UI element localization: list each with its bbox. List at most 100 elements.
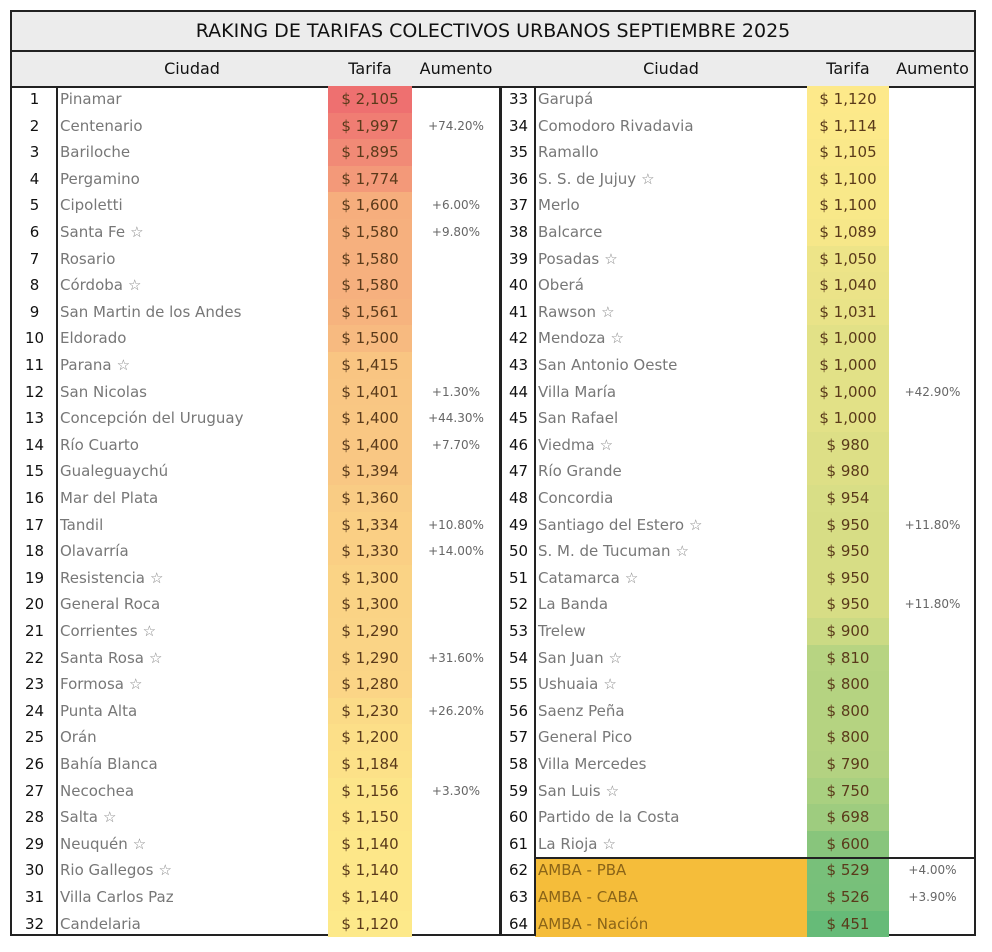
- tarifa-cell: $ 1,105: [807, 139, 889, 166]
- city-name: Orán: [60, 728, 97, 747]
- tarifa-cell: $ 1,000: [807, 378, 889, 406]
- city-name: Oberá: [538, 276, 584, 295]
- aumento-cell: +31.60%: [428, 650, 484, 665]
- city-cell: Rawson ☆: [535, 299, 807, 326]
- city-name: AMBA - PBA: [538, 861, 627, 880]
- aumento-cell: [412, 325, 500, 352]
- city-name: Mar del Plata: [60, 489, 159, 507]
- star-icon: ☆: [599, 435, 614, 454]
- rank-cell: 37: [508, 196, 529, 215]
- table-row: 27 Necochea $ 1,156 +3.30%: [12, 777, 500, 805]
- table-row: 12 San Nicolas $ 1,401 +1.30%: [12, 378, 500, 406]
- table-row: 20 General Roca $ 1,300: [12, 591, 500, 618]
- city-cell: General Roca: [57, 591, 328, 618]
- table-row: 55 Ushuaia ☆ $ 800: [502, 671, 976, 698]
- aumento-cell: +7.70%: [431, 437, 481, 452]
- city-cell: AMBA - PBA: [535, 857, 807, 884]
- rank-cell: 63: [508, 888, 529, 906]
- city-name: Ushuaia: [538, 675, 599, 694]
- table-row: 25 Orán $ 1,200: [12, 724, 500, 751]
- city-name: Centenario: [60, 116, 143, 135]
- header-aumento-right: Aumento: [896, 59, 969, 78]
- tarifa-cell: $ 1,089: [807, 219, 889, 246]
- rank-cell: 16: [24, 489, 45, 507]
- rank-cell: 55: [508, 675, 529, 694]
- city-name: Catamarca: [538, 568, 620, 587]
- table-left-half: 1 Pinamar $ 2,105 2 Centenario $ 1,997 +74.20%…: [12, 86, 501, 938]
- city-name: Resistencia: [60, 568, 145, 587]
- tarifa-cell: $ 1,000: [807, 405, 889, 432]
- city-name: Bahía Blanca: [60, 755, 158, 773]
- table-row: 39 Posadas ☆ $ 1,050: [502, 245, 976, 273]
- table-row: 24 Punta Alta $ 1,230 +26.20%: [12, 697, 500, 725]
- aumento-cell: [889, 831, 976, 858]
- rank-cell: 45: [508, 409, 529, 428]
- city-name: San Rafael: [538, 409, 619, 428]
- city-cell: Olavarría: [57, 538, 328, 565]
- aumento-cell: [889, 192, 976, 219]
- rank-cell: 13: [24, 409, 45, 428]
- city-name: Saenz Peña: [538, 701, 625, 720]
- table-row: 48 Concordia $ 954: [502, 485, 976, 512]
- rank-cell: 57: [508, 728, 529, 747]
- tarifa-cell: $ 526: [807, 884, 889, 911]
- tarifa-cell: $ 950: [807, 564, 889, 592]
- table-row: 49 Santiago del Estero ☆ $ 950 +11.80%: [502, 511, 976, 539]
- table-row: 47 Río Grande $ 980: [502, 458, 976, 485]
- tarifa-cell: $ 800: [807, 697, 889, 725]
- tarifa-cell: $ 800: [807, 671, 889, 698]
- table-row: 21 Corrientes ☆ $ 1,290: [12, 618, 500, 645]
- tarifa-cell: $ 1,400: [328, 405, 412, 432]
- city-name: Eldorado: [60, 329, 127, 348]
- table-row: 59 San Luis ☆ $ 750: [502, 777, 976, 805]
- city-name: Córdoba: [60, 276, 123, 295]
- table-row: 3 Bariloche $ 1,895: [12, 139, 500, 166]
- aumento-cell: [889, 246, 976, 273]
- aumento-cell: [889, 299, 976, 326]
- city-cell: Santa Rosa ☆: [57, 645, 328, 672]
- city-cell: San Luis ☆: [535, 778, 807, 805]
- tarifa-cell: $ 1,150: [328, 804, 412, 831]
- city-name: Comodoro Rivadavia: [538, 116, 694, 135]
- table-row: 62 AMBA - PBA $ 529 +4.00%: [502, 857, 976, 884]
- city-name: AMBA - Nación: [538, 914, 649, 933]
- aumento-cell: [889, 458, 976, 485]
- table-title: RAKING DE TARIFAS COLECTIVOS URBANOS SEP…: [12, 12, 974, 52]
- tarifa-cell: $ 1,100: [807, 165, 889, 193]
- city-cell: Partido de la Costa: [535, 804, 807, 831]
- star-icon: ☆: [130, 223, 144, 241]
- tarifa-cell: $ 1,774: [328, 165, 412, 193]
- city-name: Villa María: [538, 382, 617, 401]
- tarifa-cell: $ 1,334: [328, 511, 412, 539]
- tarifa-cell: $ 1,600: [328, 192, 412, 219]
- aumento-cell: [889, 432, 976, 459]
- tarifa-cell: $ 1,360: [328, 485, 412, 512]
- city-name: Posadas: [538, 249, 600, 268]
- aumento-cell: [412, 618, 500, 645]
- rank-cell: 61: [508, 834, 529, 853]
- star-icon: ☆: [116, 356, 131, 374]
- aumento-cell: [412, 751, 500, 778]
- aumento-cell: +10.80%: [428, 517, 484, 532]
- tarifa-cell: $ 529: [807, 857, 889, 884]
- aumento-cell: [412, 911, 500, 938]
- table-row: 17 Tandil $ 1,334 +10.80%: [12, 511, 500, 539]
- city-cell: Mendoza ☆: [535, 325, 807, 352]
- city-cell: Oberá: [535, 272, 807, 299]
- city-cell: Tandil: [57, 512, 328, 539]
- table-row: 26 Bahía Blanca $ 1,184: [12, 751, 500, 778]
- city-cell: S. S. de Jujuy ☆: [535, 166, 807, 193]
- rank-cell: 54: [508, 648, 529, 667]
- tarifa-cell: $ 950: [807, 511, 889, 539]
- star-icon: ☆: [149, 648, 163, 667]
- rank-cell: 46: [508, 435, 529, 454]
- city-cell: San Antonio Oeste: [535, 352, 807, 379]
- tarifa-cell: $ 1,394: [328, 458, 412, 485]
- table-row: 37 Merlo $ 1,100: [502, 192, 976, 219]
- table-row: 52 La Banda $ 950 +11.80%: [502, 591, 976, 618]
- city-cell: San Nicolas: [57, 379, 328, 406]
- tarifa-cell: $ 1,031: [807, 298, 889, 326]
- city-name: Rawson: [538, 302, 597, 321]
- table-row: 10 Eldorado $ 1,500: [12, 325, 500, 352]
- rank-cell: 6: [29, 223, 40, 241]
